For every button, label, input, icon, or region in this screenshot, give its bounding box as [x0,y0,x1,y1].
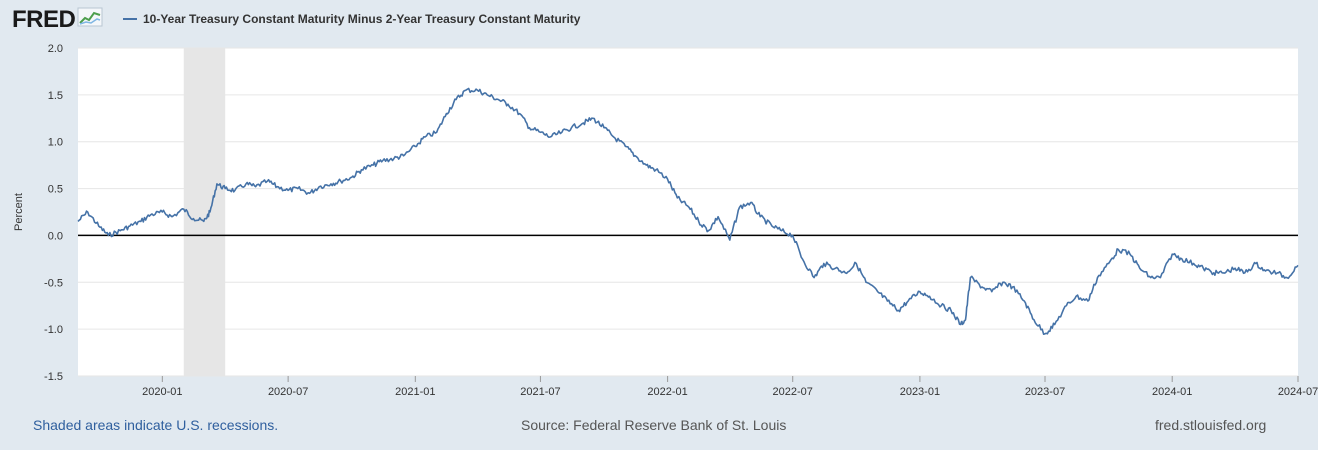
line-chart[interactable]: -1.5-1.0-0.50.00.51.01.52.0 2020-01 2020-… [0,0,1318,410]
source-text: Source: Federal Reserve Bank of St. Loui… [521,417,787,433]
y-tick-label: -1.5 [44,371,63,383]
y-axis-ticks: -1.5 -1.0 -0.5 0.0 0.5 1.0 1.5 2.0 [44,43,63,383]
x-tick-label: 2023-01 [900,386,940,398]
legend-swatch [123,18,137,20]
x-tick-label: 2020-01 [142,386,182,398]
fred-logo-text: FRED [12,6,76,33]
y-axis-title: Percent [13,193,25,231]
y-tick-label: 1.5 [48,90,63,102]
x-tick-label: 2022-01 [647,386,687,398]
x-tick-label: 2024-01 [1152,386,1192,398]
plot-area-background [78,48,1298,376]
fred-logo[interactable]: FRED [12,6,103,34]
y-tick-label: 1.0 [48,137,63,149]
x-tick-label: 2023-07 [1025,386,1065,398]
y-tick-label: 0.0 [48,230,63,242]
y-tick-label: -1.0 [44,324,63,336]
x-tick-label: 2021-07 [520,386,560,398]
site-link[interactable]: fred.stlouisfed.org [1155,417,1267,433]
line-chart-icon [77,6,103,34]
recession-band [183,48,226,376]
y-tick-label: 2.0 [48,43,63,55]
series-line-t10y2y[interactable] [77,87,1299,335]
legend-series-label: 10-Year Treasury Constant Maturity Minus… [143,12,581,26]
recession-note: Shaded areas indicate U.S. recessions. [33,417,279,433]
y-tick-label: 0.5 [48,184,63,196]
x-tick-label: 2021-01 [395,386,435,398]
chart-header: FRED 10-Year Treasury Constant Maturity … [0,0,1318,40]
recession-shading-layer [183,48,226,376]
x-tick-label: 2020-07 [268,386,308,398]
x-tick-label: 2022-07 [773,386,813,398]
y-tick-label: -0.5 [44,277,63,289]
x-tick-label: 2024-07 [1278,386,1318,398]
x-axis-ticks: 2020-01 2020-07 2021-01 2021-07 2022-01 2022-… [142,376,1318,398]
chart-legend[interactable]: 10-Year Treasury Constant Maturity Minus… [123,12,580,26]
